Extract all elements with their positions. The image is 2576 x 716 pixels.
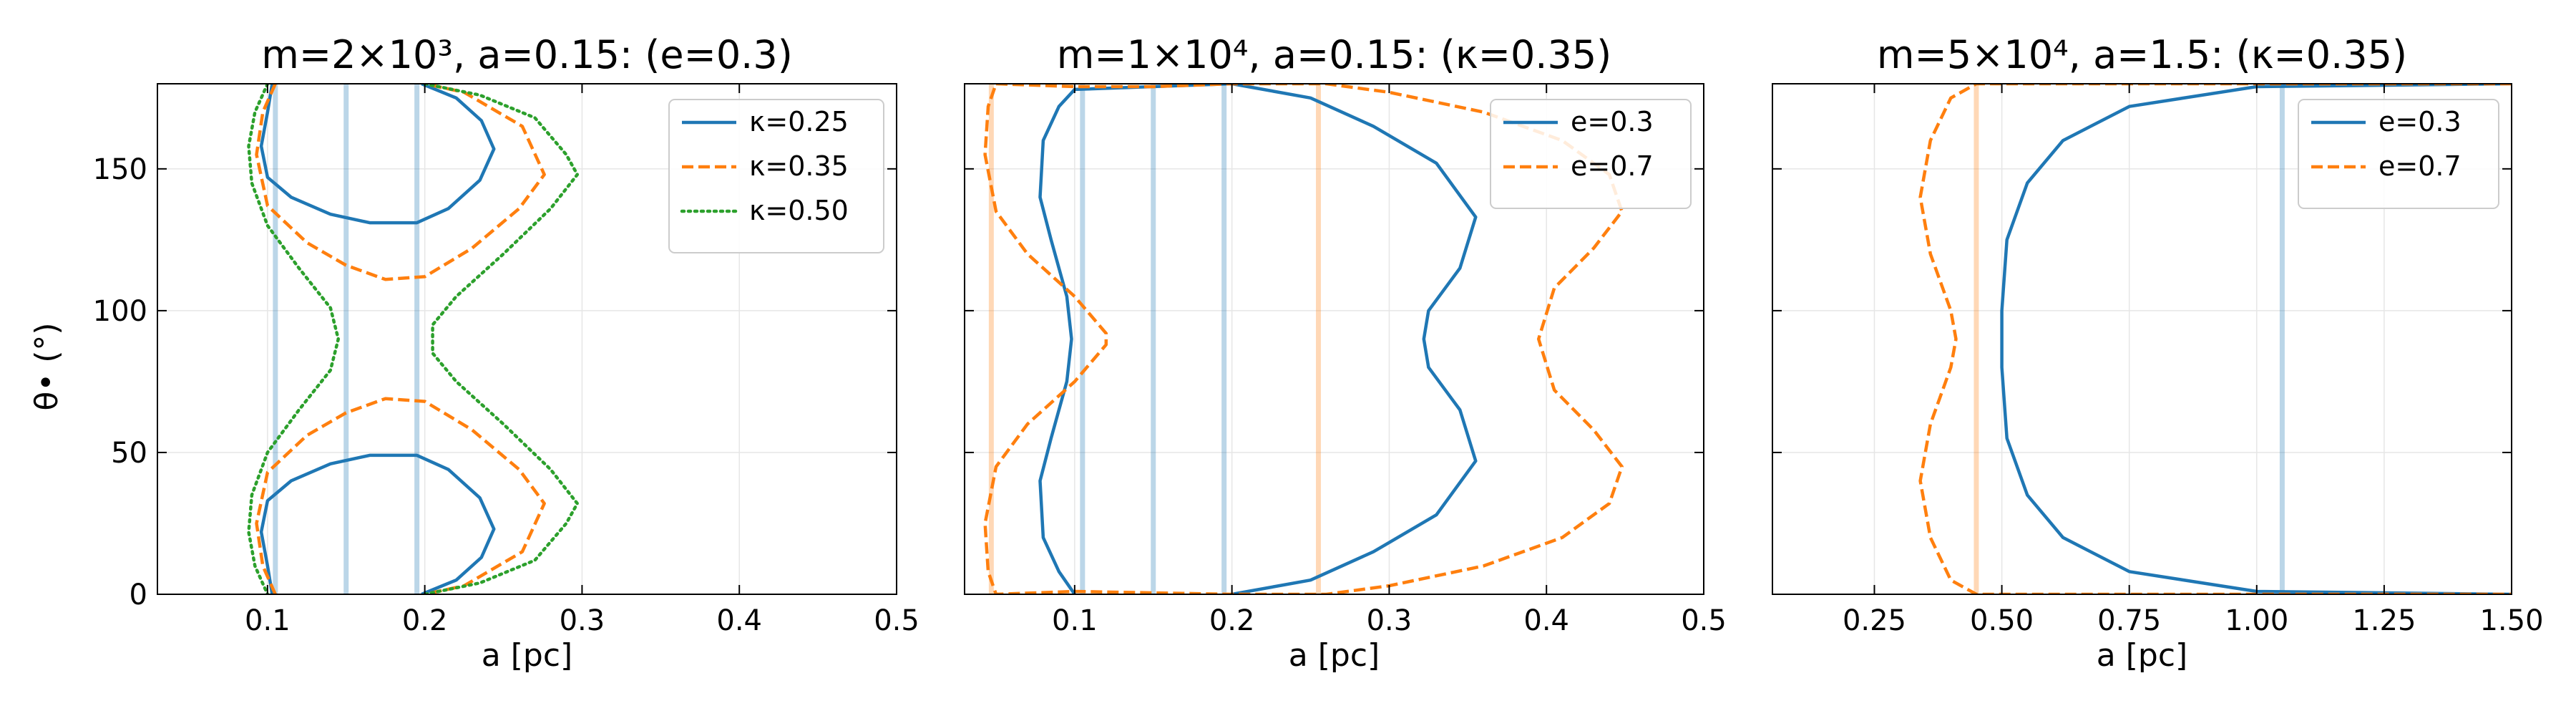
x-axis-label: a [pc] [2097,637,2187,674]
plot-area [1918,84,2512,594]
series-line [423,84,580,594]
legend-label: κ=0.25 [749,106,849,137]
x-tick-label: 0.4 [716,604,762,637]
x-axis-label: a [pc] [482,637,572,674]
series-line [1038,84,1478,594]
chart-title: m=1×10⁴, a=0.15: (κ=0.35) [1057,32,1612,77]
x-tick-label: 0.1 [245,604,291,637]
x-tick-label: 0.50 [1970,604,2034,637]
x-tick-label: 0.75 [2097,604,2161,637]
x-tick-label: 0.5 [874,604,919,637]
y-tick-label: 100 [93,295,147,328]
legend-box [2298,99,2499,209]
x-tick-label: 0.25 [1843,604,1906,637]
y-tick-label: 50 [111,437,147,470]
series-line [255,84,546,281]
legend-label: κ=0.35 [749,150,849,182]
chart-title: m=2×10³, a=0.15: (e=0.3) [261,32,793,77]
series-line [259,453,496,594]
legend: κ=0.25 κ=0.35 κ=0.50 [668,99,884,253]
x-axis-label: a [pc] [1289,637,1380,674]
series-line [1918,84,2512,594]
x-tick-label: 0.2 [1209,604,1255,637]
x-tick-label: 0.2 [402,604,448,637]
x-tick-label: 0.3 [560,604,605,637]
axes-frame [1772,83,2512,595]
series-line [247,84,341,594]
axes-frame [964,83,1704,595]
series-line [259,84,496,225]
series-line [2000,84,2512,594]
legend: e=0.3 e=0.7 [2298,99,2499,209]
legend-label: κ=0.50 [749,195,849,226]
series-line [255,397,546,594]
legend-box [1490,99,1692,209]
legend-label: e=0.7 [2379,150,2462,182]
legend-label: e=0.3 [2379,106,2462,137]
y-tick-label: 0 [130,579,147,611]
x-tick-label: 1.00 [2225,604,2288,637]
plot-area [247,84,580,594]
x-tick-label: 0.1 [1052,604,1098,637]
x-tick-label: 1.50 [2479,604,2543,637]
legend-label: e=0.7 [1571,150,1654,182]
chart-title: m=5×10⁴, a=1.5: (κ=0.35) [1877,32,2407,77]
x-tick-label: 0.3 [1367,604,1413,637]
chart-panel-2: 0.1 0.2 0.3 0.4 0.5 m=1×10⁴, a=0.15: (κ=0.35)… [964,32,1727,674]
chart-panel-3: 0.25 0.50 0.75 1.00 1.25 1.50 m=5×10⁴, a=1.5: … [1772,32,2544,674]
x-tick-label: 0.5 [1681,604,1727,637]
axes-frame [157,83,897,595]
x-tick-label: 1.25 [2352,604,2416,637]
y-tick-label: 150 [93,153,147,186]
legend-box [668,99,884,253]
legend: e=0.3 e=0.7 [1490,99,1692,209]
legend-label: e=0.3 [1571,106,1654,137]
x-tick-label: 0.4 [1523,604,1569,637]
chart-panel-1: 0.1 0.2 0.3 0.4 0.5 0 50 100 150 m=2×10³, a=0.15:… [93,32,919,674]
y-axis-label: θ• (°) [29,322,65,410]
